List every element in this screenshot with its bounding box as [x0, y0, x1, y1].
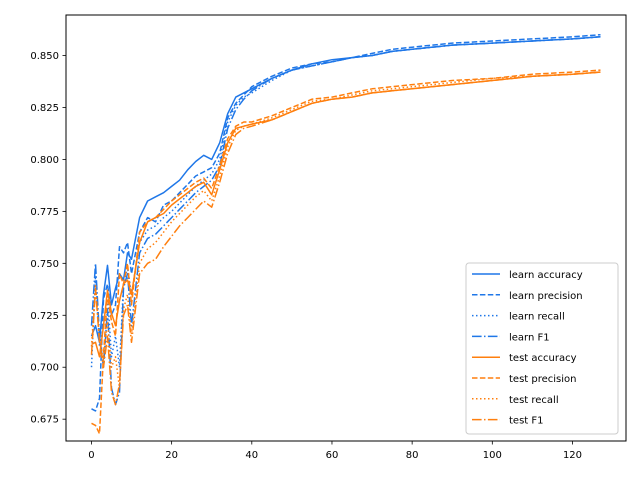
y-axis: 0.675 0.700 0.725 0.750 0.775 0.800 0.825 0.850 — [30, 51, 66, 426]
x-tick-label: 20 — [165, 450, 178, 461]
y-tick-label: 0.775 — [30, 207, 59, 218]
x-tick-label: 120 — [563, 450, 582, 461]
series-layer — [90, 33, 601, 435]
legend: learn accuracy learn precision learn recal… — [465, 262, 619, 435]
series-line-test-f1 — [90, 71, 601, 406]
y-tick-label: 0.800 — [30, 155, 59, 166]
x-tick-label: 0 — [88, 450, 94, 461]
legend-label-learn-f1: learn F1 — [509, 332, 550, 343]
y-tick-label: 0.850 — [30, 51, 59, 62]
x-tick-label: 40 — [245, 450, 258, 461]
plot-frame — [65, 14, 627, 442]
legend-label-learn-precision: learn precision — [509, 291, 583, 302]
legend-label-test-f1: test F1 — [509, 416, 544, 427]
legend-label-test-accuracy: test accuracy — [509, 353, 577, 364]
legend-label-learn-accuracy: learn accuracy — [509, 270, 583, 281]
series-line-test-precision — [91, 69, 601, 435]
y-tick-label: 0.825 — [30, 103, 59, 114]
series-line-learn-recall — [90, 36, 601, 368]
y-tick-label: 0.675 — [30, 415, 59, 426]
legend-box — [465, 262, 619, 435]
y-tick-label: 0.725 — [30, 311, 59, 322]
legend-label-learn-recall: learn recall — [509, 312, 565, 323]
legend-label-test-recall: test recall — [509, 395, 559, 406]
legend-label-test-precision: test precision — [509, 374, 577, 385]
x-tick-label: 100 — [483, 450, 502, 461]
x-axis: 0 20 40 60 80 100 120 — [88, 441, 582, 461]
series-line-learn-precision — [91, 33, 601, 412]
y-tick-label: 0.750 — [30, 259, 59, 270]
x-tick-label: 80 — [406, 450, 419, 461]
x-tick-label: 60 — [326, 450, 339, 461]
y-tick-label: 0.700 — [30, 363, 59, 374]
